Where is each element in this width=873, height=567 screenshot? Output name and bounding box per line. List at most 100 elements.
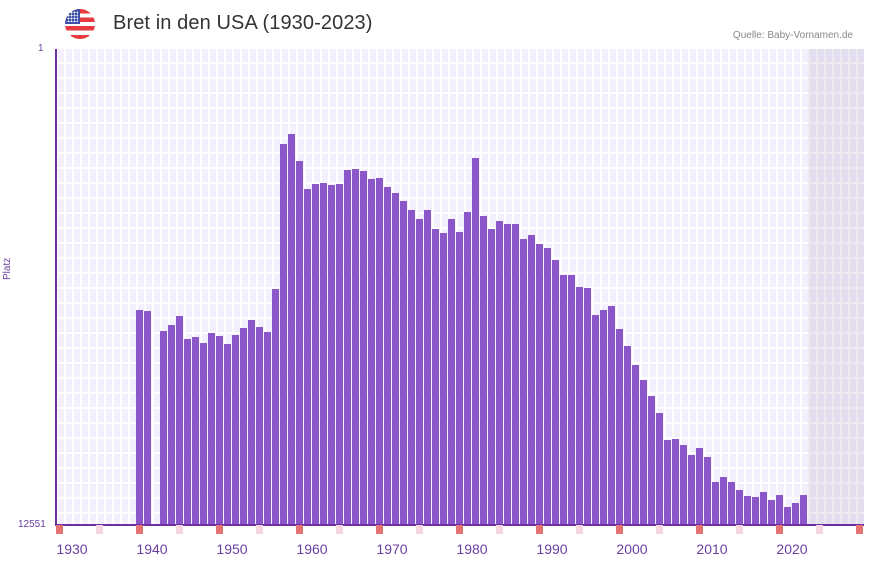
bar-1979[interactable]	[448, 219, 455, 524]
bar-1963[interactable]	[320, 183, 327, 524]
bar-2000[interactable]	[616, 329, 623, 524]
bar-1958[interactable]	[280, 144, 287, 524]
bar-1974[interactable]	[408, 210, 415, 524]
bar-1971[interactable]	[384, 187, 391, 524]
bar-1956[interactable]	[264, 332, 271, 524]
bar-2020[interactable]	[776, 495, 783, 524]
bar-1997[interactable]	[592, 315, 599, 524]
bar-2008[interactable]	[680, 445, 687, 524]
bar-1992[interactable]	[552, 260, 559, 524]
bar-1943[interactable]	[160, 331, 167, 524]
bar-1969[interactable]	[368, 179, 375, 524]
bar-1950[interactable]	[216, 336, 223, 524]
bar-2010[interactable]	[696, 448, 703, 524]
bar-2022[interactable]	[792, 503, 799, 524]
bar-1966[interactable]	[344, 170, 351, 524]
bar-1959[interactable]	[288, 134, 295, 524]
bar-1975[interactable]	[416, 219, 423, 524]
bar-2005[interactable]	[656, 413, 663, 524]
bar-1984[interactable]	[488, 229, 495, 524]
bar-2012[interactable]	[712, 482, 719, 524]
bar-1944[interactable]	[168, 325, 175, 524]
bar-1983[interactable]	[480, 216, 487, 524]
decade-marker	[136, 525, 143, 534]
bar-2015[interactable]	[736, 490, 743, 524]
bar-2018[interactable]	[760, 492, 767, 524]
bar-2016[interactable]	[744, 496, 751, 524]
bar-1953[interactable]	[240, 328, 247, 524]
bar-1977[interactable]	[432, 229, 439, 524]
x-tick-label: 1980	[456, 541, 488, 557]
bar-1955[interactable]	[256, 327, 263, 524]
bar-1989[interactable]	[528, 235, 535, 524]
bar-1996[interactable]	[584, 288, 591, 524]
bar-1999[interactable]	[608, 306, 615, 524]
bar-1998[interactable]	[600, 310, 607, 524]
x-tick-label: 1930	[56, 541, 88, 557]
bar-2011[interactable]	[704, 457, 711, 524]
bar-1973[interactable]	[400, 201, 407, 524]
decade-marker	[376, 525, 383, 534]
bar-1964[interactable]	[328, 185, 335, 524]
half-decade-marker	[96, 525, 103, 534]
bar-1985[interactable]	[496, 221, 503, 524]
decade-marker-row	[56, 525, 864, 534]
bar-2013[interactable]	[720, 477, 727, 524]
bar-1972[interactable]	[392, 193, 399, 524]
bar-2007[interactable]	[672, 439, 679, 524]
x-tick-label: 1970	[376, 541, 408, 557]
x-tick-label: 1990	[536, 541, 568, 557]
bar-2017[interactable]	[752, 497, 759, 524]
bar-1978[interactable]	[440, 233, 447, 524]
half-decade-marker	[816, 525, 823, 534]
bar-1940[interactable]	[136, 310, 143, 524]
bar-2009[interactable]	[688, 455, 695, 524]
bar-1952[interactable]	[232, 335, 239, 524]
bar-1968[interactable]	[360, 171, 367, 524]
bar-1960[interactable]	[296, 161, 303, 524]
bar-1949[interactable]	[208, 333, 215, 524]
y-axis-line	[55, 49, 57, 525]
bar-1987[interactable]	[512, 224, 519, 524]
bar-2006[interactable]	[664, 440, 671, 524]
bar-2001[interactable]	[624, 346, 631, 524]
future-shade	[808, 49, 864, 524]
bar-1951[interactable]	[224, 344, 231, 524]
bar-1970[interactable]	[376, 178, 383, 524]
bar-1988[interactable]	[520, 239, 527, 524]
bar-1961[interactable]	[304, 189, 311, 524]
bar-1947[interactable]	[192, 337, 199, 524]
bar-1957[interactable]	[272, 289, 279, 524]
bar-1946[interactable]	[184, 339, 191, 524]
bar-1945[interactable]	[176, 316, 183, 524]
half-decade-marker	[256, 525, 263, 534]
source-link[interactable]: Quelle: Baby-Vornamen.de	[732, 30, 853, 41]
bar-1982[interactable]	[472, 158, 479, 524]
bar-1993[interactable]	[560, 275, 567, 524]
decade-marker	[296, 525, 303, 534]
bar-2021[interactable]	[784, 507, 791, 524]
bar-1962[interactable]	[312, 184, 319, 524]
bar-1965[interactable]	[336, 184, 343, 524]
bar-2014[interactable]	[728, 482, 735, 524]
bar-1976[interactable]	[424, 210, 431, 524]
bar-1986[interactable]	[504, 224, 511, 524]
bar-1995[interactable]	[576, 287, 583, 524]
bar-1981[interactable]	[464, 212, 471, 524]
bar-1967[interactable]	[352, 169, 359, 524]
bar-1980[interactable]	[456, 232, 463, 524]
y-axis-bottom-label: 12551	[18, 519, 46, 530]
bar-1941[interactable]	[144, 311, 151, 524]
decade-marker	[216, 525, 223, 534]
bar-1991[interactable]	[544, 248, 551, 524]
bar-2023[interactable]	[800, 495, 807, 524]
bar-2002[interactable]	[632, 365, 639, 524]
bar-1994[interactable]	[568, 275, 575, 524]
bar-2004[interactable]	[648, 396, 655, 524]
bar-1948[interactable]	[200, 343, 207, 524]
bar-2019[interactable]	[768, 500, 775, 524]
bar-2003[interactable]	[640, 380, 647, 524]
bar-1954[interactable]	[248, 320, 255, 524]
decade-marker	[456, 525, 463, 534]
bar-1990[interactable]	[536, 244, 543, 524]
